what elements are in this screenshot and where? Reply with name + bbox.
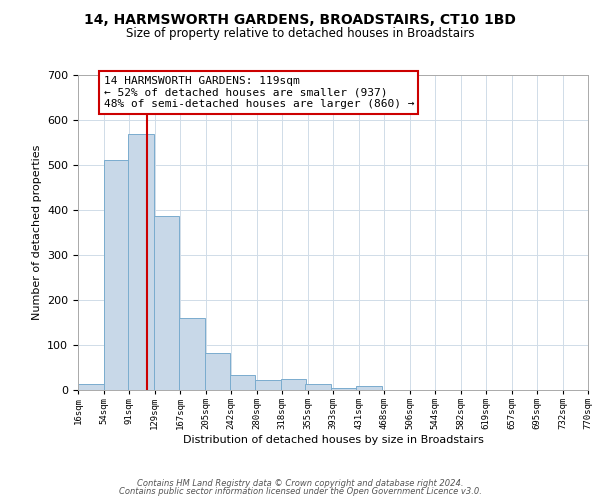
Bar [305, 384, 331, 390]
Text: Contains public sector information licensed under the Open Government Licence v3: Contains public sector information licen… [119, 487, 481, 496]
Text: Size of property relative to detached houses in Broadstairs: Size of property relative to detached ho… [126, 28, 474, 40]
Bar [179, 318, 205, 390]
Bar [205, 352, 230, 390]
Text: Contains HM Land Registry data © Crown copyright and database right 2024.: Contains HM Land Registry data © Crown c… [137, 478, 463, 488]
Bar [281, 379, 306, 390]
Bar [104, 160, 129, 390]
Y-axis label: Number of detached properties: Number of detached properties [32, 145, 41, 320]
Text: 14 HARMSWORTH GARDENS: 119sqm
← 52% of detached houses are smaller (937)
48% of : 14 HARMSWORTH GARDENS: 119sqm ← 52% of d… [104, 76, 414, 109]
Bar [255, 380, 281, 390]
Bar [128, 134, 154, 390]
X-axis label: Distribution of detached houses by size in Broadstairs: Distribution of detached houses by size … [182, 434, 484, 445]
Bar [154, 216, 179, 390]
Bar [331, 388, 356, 390]
Bar [230, 375, 255, 390]
Bar [78, 384, 104, 390]
Text: 14, HARMSWORTH GARDENS, BROADSTAIRS, CT10 1BD: 14, HARMSWORTH GARDENS, BROADSTAIRS, CT1… [84, 12, 516, 26]
Bar [356, 386, 382, 390]
